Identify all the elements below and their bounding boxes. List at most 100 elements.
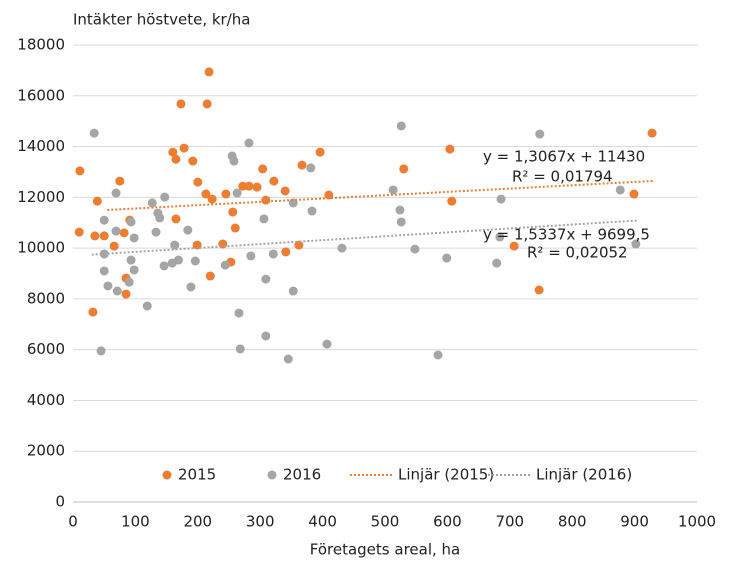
- legend-label: 2015: [178, 466, 216, 484]
- data-point: [192, 240, 202, 250]
- y-tick-label: 18000: [17, 36, 65, 54]
- data-point: [201, 189, 211, 199]
- data-point: [186, 282, 196, 292]
- x-tick-label: 100: [121, 513, 150, 531]
- data-point: [322, 339, 332, 349]
- data-point: [183, 225, 193, 235]
- data-point: [103, 281, 113, 291]
- x-tick-label: 800: [558, 513, 587, 531]
- data-point: [268, 249, 278, 259]
- legend-label: 2016: [283, 466, 321, 484]
- legend-background: [150, 462, 670, 488]
- legend-marker: [267, 470, 277, 480]
- data-point: [220, 260, 230, 270]
- data-point: [232, 188, 242, 198]
- data-point: [205, 271, 215, 281]
- data-point: [315, 147, 325, 157]
- y-tick-label: 10000: [17, 239, 65, 257]
- legend-label: Linjär (2016): [536, 466, 632, 484]
- trend-r2: R² = 0,01794: [512, 168, 613, 186]
- data-point: [307, 206, 317, 216]
- data-point: [88, 307, 98, 317]
- trend-equation: y = 1,5337x + 9699,5: [483, 226, 650, 244]
- y-tick-label: 12000: [17, 188, 65, 206]
- data-point: [396, 217, 406, 227]
- trendline: [91, 219, 638, 256]
- data-point: [126, 255, 136, 265]
- data-point: [258, 164, 268, 174]
- x-tick-label: 200: [183, 513, 212, 531]
- data-point: [445, 144, 455, 154]
- data-point: [647, 128, 657, 138]
- data-point: [631, 239, 641, 249]
- data-point: [151, 227, 161, 237]
- data-point: [337, 243, 347, 253]
- data-point: [396, 121, 406, 131]
- trend-equation: y = 1,3067x + 11430: [483, 148, 645, 166]
- data-point: [228, 207, 238, 217]
- data-point: [234, 308, 244, 318]
- data-point: [99, 231, 109, 241]
- data-point: [171, 154, 181, 164]
- data-point: [252, 182, 262, 192]
- data-point: [261, 274, 271, 284]
- data-point: [629, 189, 639, 199]
- data-point: [188, 156, 198, 166]
- data-point: [142, 301, 152, 311]
- x-tick-label: 600: [433, 513, 462, 531]
- data-point: [179, 143, 189, 153]
- data-point: [89, 128, 99, 138]
- data-point: [159, 261, 169, 271]
- data-point: [124, 277, 134, 287]
- data-point: [92, 196, 102, 206]
- data-point: [111, 226, 121, 236]
- data-point: [173, 255, 183, 265]
- data-point: [297, 160, 307, 170]
- data-point: [129, 233, 139, 243]
- y-tick-label: 16000: [17, 86, 65, 104]
- x-tick-label: 400: [308, 513, 337, 531]
- data-point: [129, 265, 139, 275]
- data-point: [615, 185, 625, 195]
- data-point: [99, 266, 109, 276]
- data-point: [109, 241, 119, 251]
- data-point: [160, 192, 170, 202]
- data-point: [193, 177, 203, 187]
- y-tick-label: 4000: [27, 391, 65, 409]
- x-tick-label: 1000: [678, 513, 716, 531]
- data-point: [294, 240, 304, 250]
- data-point: [244, 138, 254, 148]
- x-axis-label: Företagets areal, ha: [310, 541, 460, 559]
- data-point: [395, 205, 405, 215]
- data-point: [170, 240, 180, 250]
- y-tick-label: 14000: [17, 137, 65, 155]
- data-point: [388, 185, 398, 195]
- data-point: [288, 286, 298, 296]
- data-point: [259, 214, 269, 224]
- y-tick-label: 2000: [27, 442, 65, 460]
- trendline: [107, 179, 654, 211]
- data-point: [410, 244, 420, 254]
- data-point: [496, 194, 506, 204]
- data-point: [280, 186, 290, 196]
- data-point: [492, 258, 502, 268]
- data-point: [399, 164, 409, 174]
- data-point: [190, 256, 200, 266]
- data-point: [235, 344, 245, 354]
- data-point: [207, 194, 217, 204]
- data-point: [204, 67, 214, 77]
- data-point: [261, 195, 271, 205]
- data-point: [229, 156, 239, 166]
- data-point: [155, 213, 165, 223]
- data-point: [202, 99, 212, 109]
- data-point: [147, 198, 157, 208]
- x-tick-label: 500: [371, 513, 400, 531]
- data-point: [244, 181, 254, 191]
- data-point: [112, 286, 122, 296]
- chart-title: Intäkter höstvete, kr/ha: [73, 11, 250, 29]
- y-tick-label: 8000: [27, 289, 65, 307]
- data-point: [246, 251, 256, 261]
- data-point: [447, 196, 457, 206]
- data-point: [75, 166, 85, 176]
